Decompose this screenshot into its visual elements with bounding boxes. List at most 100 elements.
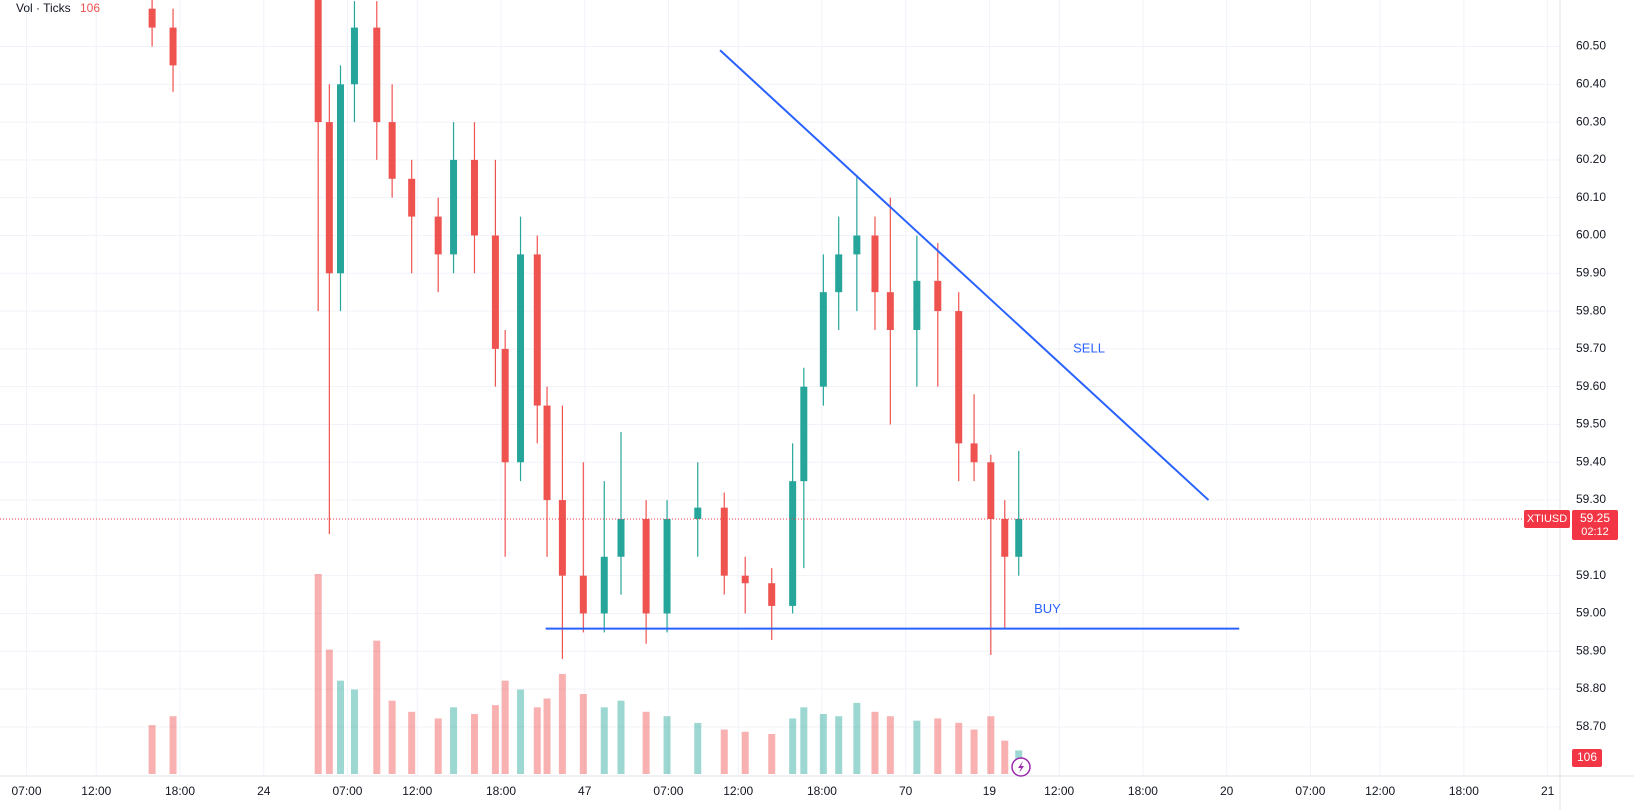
volume-bar [871,711,879,774]
symbol-badge [1524,509,1570,528]
candle-body [470,159,478,236]
volume-bar [470,714,478,774]
x-tick-label: 47 [578,784,592,798]
y-tick-label: 59.80 [1576,303,1606,317]
x-tick-label: 12:00 [81,784,111,798]
candle-body [987,462,995,519]
candle-body [819,292,827,387]
candle-body [913,280,921,330]
candle-body [337,84,345,274]
candle-body [169,27,177,66]
x-tick-label: 18:00 [807,784,837,798]
y-tick-label: 59.50 [1576,417,1606,431]
candle-body [325,122,333,274]
candle-body [789,481,797,606]
volume-bar [314,574,322,774]
y-tick-label: 60.00 [1576,228,1606,242]
x-tick-label: 19 [983,784,997,798]
candle-body [886,292,894,330]
volume-bar [533,707,541,774]
x-tick-label: 12:00 [402,784,432,798]
volume-bar [987,716,995,774]
volume-bar [955,722,963,774]
y-tick-label: 59.60 [1576,379,1606,393]
candle-body [501,348,509,463]
volume-bar [350,689,358,774]
x-tick-label: 21 [1541,784,1555,798]
x-tick-label: 12:00 [1044,784,1074,798]
x-tick-label: 12:00 [723,784,753,798]
annotation: BUY [1034,601,1061,616]
y-tick-label: 58.80 [1576,681,1606,695]
candle-body [517,254,525,463]
x-tick-label: 18:00 [165,784,195,798]
volume-bar [789,718,797,774]
x-tick-label: 18:00 [1128,784,1158,798]
candle-body [558,500,566,576]
volume-bar [491,705,499,774]
candle-body [934,280,942,312]
x-tick-label: 70 [899,784,913,798]
annotation: SELL [1073,340,1105,355]
volume-bar [642,711,650,774]
volume-badge [1572,749,1602,767]
candle-body [1001,518,1009,557]
y-tick-label: 59.30 [1576,492,1606,506]
y-tick-label: 60.30 [1576,114,1606,128]
candle-body [533,254,541,406]
candle-body [853,235,861,255]
candle-body [388,122,396,179]
volume-bar [558,674,566,774]
candle-body [642,518,650,614]
volume-bar [886,716,894,774]
candle-body [373,27,381,123]
y-tick-label: 59.40 [1576,454,1606,468]
volume-bar [819,714,827,774]
x-tick-label: 20 [1220,784,1234,798]
x-tick-label: 18:00 [1449,784,1479,798]
y-tick-label: 60.40 [1576,76,1606,90]
volume-bar [148,725,156,774]
y-tick-label: 59.10 [1576,568,1606,582]
candle-body [720,507,728,576]
y-tick-label: 60.50 [1576,39,1606,53]
candle-body [450,159,458,255]
candle-body [148,8,156,28]
candle-body [543,405,551,501]
volume-layer [148,574,1023,774]
candle-body [871,235,879,293]
candle-body [314,0,322,123]
x-tick-label: 07:00 [653,784,683,798]
volume-bar [970,729,978,774]
volume-badge-label: 106 [1577,750,1597,764]
x-tick-label: 24 [257,784,271,798]
volume-bar [853,702,861,774]
volume-bar [325,649,333,774]
y-tick-label: 60.20 [1576,152,1606,166]
candle-body [579,575,587,614]
candle-body [491,235,499,349]
volume-bar [835,716,843,774]
y-tick-label: 59.00 [1576,606,1606,620]
candle-body [408,178,416,217]
x-tick-label: 07:00 [1295,784,1325,798]
volume-bar [741,731,749,774]
legend-value: 106 [80,1,100,15]
x-tick-label: 07:00 [11,784,41,798]
legend-label: Vol · Ticks [16,1,71,15]
trend-line [719,49,1210,501]
volume-bar [434,718,442,774]
candle-body [835,254,843,293]
candle-body [741,575,749,584]
candle-body [694,507,702,519]
volume-bar [600,707,608,774]
candle-body [434,216,442,255]
volume-bar [450,707,458,774]
candle-body [350,27,358,85]
candle-body [600,556,608,614]
volume-bar [720,729,728,774]
lightning-glyph [1018,761,1024,773]
y-tick-label: 59.70 [1576,341,1606,355]
